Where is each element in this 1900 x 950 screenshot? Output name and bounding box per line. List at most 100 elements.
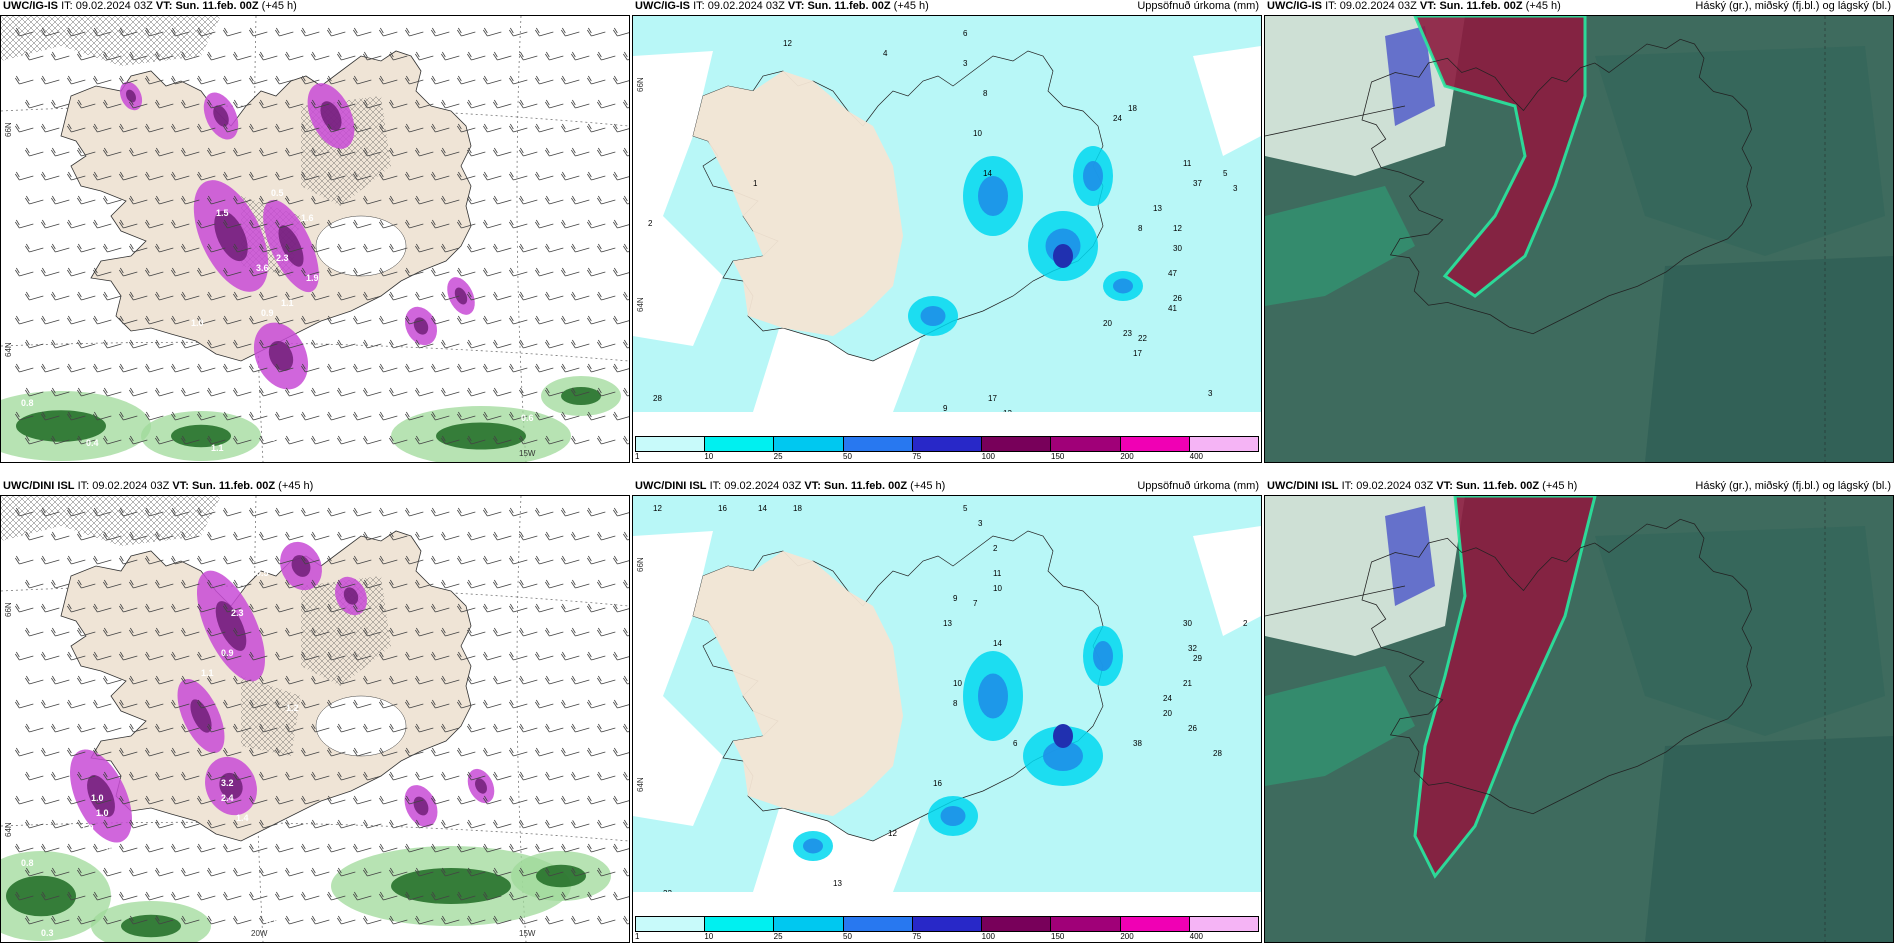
wind-barb xyxy=(509,219,528,229)
wind-barb xyxy=(327,843,346,853)
wind-barb xyxy=(457,555,476,565)
precip-core xyxy=(291,555,311,577)
precip-value-label: 0.5 xyxy=(561,813,574,823)
precip-value-label: 28 xyxy=(1213,749,1222,758)
wind-barb xyxy=(311,435,330,445)
panel-ig-winds[interactable]: UWC/IG-IS IT: 09.02.2024 03Z VT: Sun. 11… xyxy=(0,0,630,463)
precip-value-label: 0.5 xyxy=(271,433,284,443)
wind-barb xyxy=(561,507,580,517)
precip-value-label: 18 xyxy=(793,504,802,513)
precip-value-label: 13 xyxy=(943,619,952,628)
panel-dini-winds[interactable]: UWC/DINI ISL IT: 09.02.2024 03Z VT: Sun.… xyxy=(0,480,630,943)
panel-dini-clouds[interactable]: UWC/DINI ISL IT: 09.02.2024 03Z VT: Sun.… xyxy=(1264,480,1894,943)
wind-barb xyxy=(51,771,70,781)
precip-value-label: 4 xyxy=(883,49,888,58)
wind-barb xyxy=(337,435,356,445)
wind-barb xyxy=(337,771,356,781)
mid-cloud-area xyxy=(1385,26,1435,126)
wind-barb xyxy=(415,867,434,877)
wind-barb xyxy=(67,603,86,613)
iceland-outline xyxy=(1361,518,1752,815)
wind-barb xyxy=(431,747,450,757)
wind-barbs xyxy=(15,27,629,445)
wind-barb xyxy=(597,579,616,589)
wind-barb xyxy=(301,171,320,181)
legend-tick-label: 75 xyxy=(912,452,922,461)
wind-barb xyxy=(155,195,174,205)
wind-barb xyxy=(535,171,554,181)
precip-value-label: 7 xyxy=(973,599,978,608)
precip-value-label: 6 xyxy=(1013,739,1018,748)
wind-barb xyxy=(25,195,44,205)
wind-barb xyxy=(249,603,268,613)
wind-barb xyxy=(15,315,34,325)
precip-value-label: 2.3 xyxy=(276,253,289,263)
wind-barb xyxy=(623,147,629,157)
wind-barb xyxy=(363,867,382,877)
panel-ig-clouds[interactable]: UWC/IG-IS IT: 09.02.2024 03Z VT: Sun. 11… xyxy=(1264,0,1894,463)
wind-barb xyxy=(327,411,346,421)
precip-value-label: 17 xyxy=(988,394,997,403)
wind-barb xyxy=(431,555,450,565)
panel-header: UWC/DINI ISL IT: 09.02.2024 03Z VT: Sun.… xyxy=(633,478,1263,494)
wind-barb xyxy=(483,27,502,37)
wind-barb xyxy=(77,291,96,301)
precip-value-label: 12 xyxy=(783,39,792,48)
wind-barb xyxy=(171,411,190,421)
wind-barb xyxy=(571,867,590,877)
wind-barb xyxy=(25,675,44,685)
wind-barb xyxy=(301,219,320,229)
precip-value-label: 14 xyxy=(758,504,767,513)
wind-barb xyxy=(311,147,330,157)
wind-barb xyxy=(103,867,122,877)
border-line xyxy=(1265,105,1406,137)
wind-barb xyxy=(145,747,164,757)
wind-barb xyxy=(571,819,590,829)
wind-barb xyxy=(389,435,408,445)
wind-barb xyxy=(571,99,590,109)
wind-barb xyxy=(597,99,616,109)
wind-barb xyxy=(275,171,294,181)
wind-barb xyxy=(197,795,216,805)
wind-barb xyxy=(441,771,460,781)
wind-barb xyxy=(405,363,424,373)
wind-barb xyxy=(327,747,346,757)
wind-barb xyxy=(77,723,96,733)
wind-barb xyxy=(197,363,216,373)
wind-barb xyxy=(259,627,278,637)
precip-value-label: 41 xyxy=(1168,304,1177,313)
wind-barb xyxy=(613,411,629,421)
wind-barb xyxy=(519,99,538,109)
wind-barb xyxy=(181,771,200,781)
wind-barb xyxy=(311,291,330,301)
hatched-area xyxy=(241,676,301,756)
wind-barb xyxy=(181,51,200,61)
wind-barb xyxy=(103,387,122,397)
panel-dini-precip[interactable]: UWC/DINI ISL IT: 09.02.2024 03Z VT: Sun.… xyxy=(632,480,1262,943)
wind-barb xyxy=(119,123,138,133)
wind-barb xyxy=(571,147,590,157)
map-canvas: 6431281014241811375321264120222317132836… xyxy=(633,16,1261,412)
wind-barb xyxy=(15,555,34,565)
wind-barb xyxy=(431,843,450,853)
wind-barb xyxy=(259,723,278,733)
wind-barb xyxy=(519,435,538,445)
wind-barb xyxy=(389,531,408,541)
wind-barb xyxy=(327,315,346,325)
legend-tick-label: 25 xyxy=(773,452,783,461)
wind-barb xyxy=(275,699,294,709)
wind-barb xyxy=(587,315,606,325)
wind-barb xyxy=(535,891,554,901)
panel-ig-precip[interactable]: UWC/IG-IS IT: 09.02.2024 03Z VT: Sun. 11… xyxy=(632,0,1262,463)
wind-barb xyxy=(93,123,112,133)
wind-barb xyxy=(197,507,216,517)
wind-barb xyxy=(259,819,278,829)
legend-tick-label: 50 xyxy=(843,932,852,941)
wind-barb xyxy=(129,291,148,301)
wind-barb xyxy=(223,267,242,277)
wind-barb xyxy=(223,315,242,325)
wind-barb xyxy=(613,891,629,901)
cloud-edge xyxy=(1413,16,1587,298)
wind-barb xyxy=(301,843,320,853)
wind-barb xyxy=(467,99,486,109)
